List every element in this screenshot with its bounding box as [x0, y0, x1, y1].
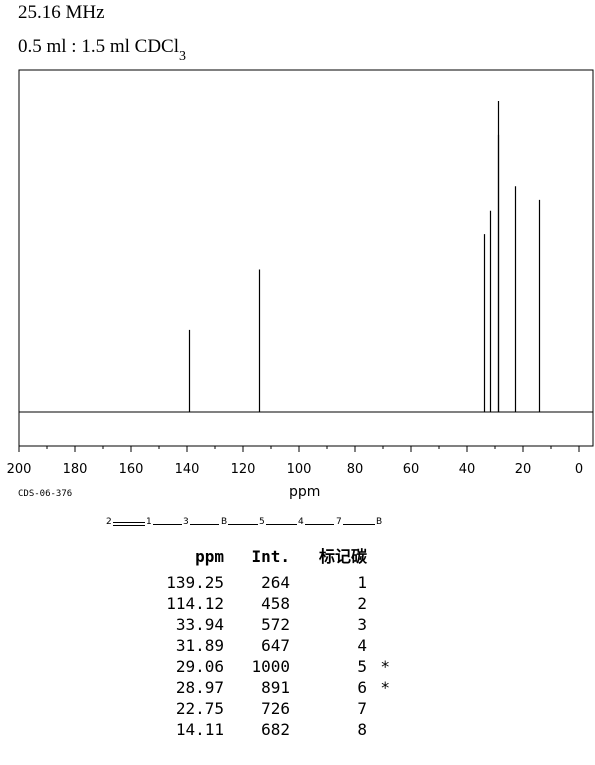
row-assignment: 3 [357, 615, 367, 634]
plot-frame [18, 69, 594, 447]
row-ppm: 29.06 [175, 657, 224, 676]
row-assignment: 6 [357, 678, 367, 697]
x-tick-label: 100 [287, 462, 312, 477]
peak-table-header: ppm Int. 标记碳 [150, 546, 390, 572]
table-row: 31.89 647 4 [150, 635, 390, 656]
row-intensity: 891 [261, 678, 290, 697]
x-tick-label: 40 [459, 462, 476, 477]
single-bond [343, 524, 375, 525]
single-bond [190, 524, 219, 525]
peak-lines [188, 101, 541, 412]
row-assignment: 7 [357, 699, 367, 718]
row-intensity: 647 [261, 636, 290, 655]
row-ppm: 33.94 [175, 615, 224, 634]
header-assignment: 标记碳 [318, 547, 367, 566]
x-tick-label: 200 [7, 462, 32, 477]
double-bond [113, 522, 145, 526]
table-row: 29.06 1000 5 * [150, 656, 390, 677]
solvent-subscript: 3 [179, 48, 186, 64]
row-intensity: 572 [261, 615, 290, 634]
row-ppm: 28.97 [175, 678, 224, 697]
header-mark [370, 546, 390, 572]
x-axis-label: ppm [289, 484, 321, 500]
sample-code: CDS-06-376 [18, 489, 73, 499]
row-assignment: 5 [357, 657, 367, 676]
row-mark: * [380, 657, 390, 676]
table-row: 114.12 458 2 [150, 593, 390, 614]
x-tick-label: 0 [575, 462, 583, 477]
single-bond [153, 524, 182, 525]
row-assignment: 4 [357, 636, 367, 655]
row-intensity: 1000 [251, 657, 290, 676]
row-ppm: 139.25 [166, 573, 224, 592]
header-ppm: ppm [195, 547, 224, 566]
structure-atom-label: 5 [259, 517, 265, 527]
structure-atom-label: B [376, 517, 383, 527]
header-intensity: Int. [251, 547, 290, 566]
x-tick-label: 20 [515, 462, 532, 477]
row-mark [370, 572, 390, 593]
structure-atom-label: 1 [146, 517, 152, 527]
x-tick-label: 160 [119, 462, 144, 477]
row-mark [370, 698, 390, 719]
row-assignment: 8 [357, 720, 367, 739]
x-tick-label: 180 [63, 462, 88, 477]
x-tick-label: 140 [175, 462, 200, 477]
row-mark: * [380, 678, 390, 697]
row-ppm: 22.75 [175, 699, 224, 718]
solvent-label: 0.5 ml : 1.5 ml CDCl3 [18, 36, 186, 64]
structure-atom-label: 3 [183, 517, 189, 527]
spectrometer-frequency: 25.16 MHz [18, 2, 105, 23]
table-row: 33.94 572 3 [150, 614, 390, 635]
row-ppm: 14.11 [175, 720, 224, 739]
single-bond [266, 524, 297, 525]
structure-atom-label: 4 [298, 517, 304, 527]
table-row: 14.11 682 8 [150, 719, 390, 740]
structure-atom-label: 2 [106, 517, 112, 527]
x-tick-label: 120 [231, 462, 256, 477]
row-intensity: 682 [261, 720, 290, 739]
solvent-text: 0.5 ml : 1.5 ml CDCl [18, 36, 179, 57]
structure-atom-label: B [221, 517, 228, 527]
x-axis-ticks: 200 180 160 140 120 100 80 60 40 20 0 [7, 446, 583, 477]
x-tick-label: 80 [347, 462, 364, 477]
structure-atom-label: 7 [336, 517, 342, 527]
row-mark [370, 719, 390, 740]
single-bond [305, 524, 334, 525]
peak-table: ppm Int. 标记碳 139.25 264 1 114.12 458 2 33.94… [150, 546, 390, 740]
row-mark [370, 614, 390, 635]
table-row: 22.75 726 7 [150, 698, 390, 719]
row-intensity: 264 [261, 573, 290, 592]
table-row: 139.25 264 1 [150, 572, 390, 593]
row-assignment: 1 [357, 573, 367, 592]
nmr-spectrum-chart: 200 180 160 140 120 100 80 60 40 20 0 [7, 69, 594, 477]
row-intensity: 458 [261, 594, 290, 613]
row-intensity: 726 [261, 699, 290, 718]
row-assignment: 2 [357, 594, 367, 613]
row-ppm: 114.12 [166, 594, 224, 613]
row-mark [370, 635, 390, 656]
row-mark [370, 593, 390, 614]
table-row: 28.97 891 6 * [150, 677, 390, 698]
x-tick-label: 60 [403, 462, 420, 477]
single-bond [228, 524, 258, 525]
row-ppm: 31.89 [175, 636, 224, 655]
